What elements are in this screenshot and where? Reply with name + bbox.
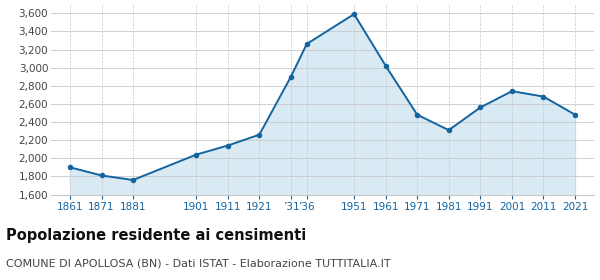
Point [412, 113, 422, 117]
Point [286, 74, 296, 79]
Point [349, 12, 359, 16]
Point [223, 143, 233, 148]
Text: Popolazione residente ai censimenti: Popolazione residente ai censimenti [6, 228, 306, 243]
Point [476, 105, 485, 110]
Point [302, 42, 311, 46]
Point [444, 128, 454, 132]
Point [254, 132, 264, 137]
Point [65, 165, 75, 170]
Point [97, 173, 106, 178]
Point [539, 94, 548, 99]
Point [507, 89, 517, 94]
Text: COMUNE DI APOLLOSA (BN) - Dati ISTAT - Elaborazione TUTTITALIA.IT: COMUNE DI APOLLOSA (BN) - Dati ISTAT - E… [6, 259, 391, 269]
Point [381, 64, 391, 68]
Point [128, 178, 138, 182]
Point [570, 113, 580, 117]
Point [191, 152, 201, 157]
